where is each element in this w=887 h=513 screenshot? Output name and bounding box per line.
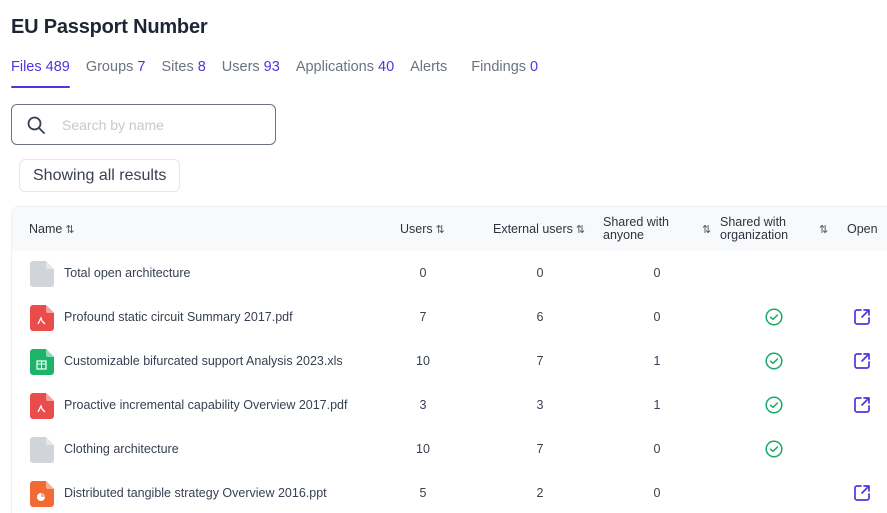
column-header-external-users[interactable]: External users ⇅ <box>493 222 585 236</box>
shared-anyone-count: 1 <box>653 354 661 368</box>
external-users-count: 6 <box>536 310 544 324</box>
pdf-file-icon <box>30 305 54 331</box>
column-header-shared-anyone[interactable]: Shared with anyone <box>603 216 669 242</box>
tab-users[interactable]: Users 93 <box>222 58 280 88</box>
column-label: anyone <box>603 228 645 242</box>
filter-chip[interactable]: Showing all results <box>19 159 181 192</box>
file-name[interactable]: Profound static circuit Summary 2017.pdf <box>64 310 293 324</box>
sort-icon[interactable]: ⇅ <box>435 224 445 236</box>
external-link-icon[interactable] <box>852 351 872 371</box>
tab-bar: Files 489 Groups 7 Sites 8 Users 93 Applicat… <box>11 58 554 90</box>
page-title: EU Passport Number <box>11 16 208 38</box>
check-circle-icon <box>765 440 783 458</box>
tab-count: 8 <box>197 59 206 75</box>
tab-label: Groups <box>85 59 134 75</box>
check-circle-icon <box>765 352 783 370</box>
shared-anyone-count: 0 <box>653 310 661 324</box>
tab-sites[interactable]: Sites 8 <box>161 58 205 88</box>
users-count: 10 <box>416 354 430 368</box>
column-label: External users <box>493 222 573 236</box>
pdf-file-icon <box>30 393 54 419</box>
users-count: 3 <box>419 398 427 412</box>
file-name[interactable]: Customizable bifurcated support Analysis… <box>64 354 343 368</box>
spreadsheet-file-icon <box>30 349 54 375</box>
external-users-count: 7 <box>536 442 544 456</box>
external-users-count: 2 <box>536 486 544 500</box>
sort-icon[interactable]: ⇅ <box>575 224 586 236</box>
column-label: Users <box>400 222 433 236</box>
table-row[interactable]: Profound static circuit Summary 2017.pdf… <box>12 295 887 339</box>
presentation-file-icon <box>30 481 54 507</box>
column-label: organization <box>720 228 789 242</box>
external-users-count: 7 <box>536 354 544 368</box>
tab-alerts[interactable]: Alerts <box>410 58 447 88</box>
table-row[interactable]: Clothing architecture 10 7 0 <box>12 427 887 471</box>
tab-label: Applications <box>295 59 374 75</box>
column-header-users[interactable]: Users ⇅ <box>400 222 445 236</box>
column-label: Name <box>29 222 63 236</box>
search-icon <box>27 116 45 134</box>
file-name[interactable]: Total open architecture <box>64 266 191 280</box>
tab-count: 489 <box>45 59 70 75</box>
table-row[interactable]: Distributed tangible strategy Overview 2… <box>12 471 887 513</box>
sort-icon[interactable]: ⇅ <box>65 224 75 236</box>
tab-label: Users <box>221 59 260 75</box>
column-header-shared-org[interactable]: Shared with organization <box>720 216 788 242</box>
shared-anyone-count: 0 <box>653 442 661 456</box>
users-count: 10 <box>416 442 430 456</box>
table-header: Name ⇅ Users ⇅ External users ⇅ Shared with… <box>12 207 887 251</box>
tab-count: 93 <box>263 59 280 75</box>
table-row[interactable]: Total open architecture 0 0 0 <box>12 251 887 295</box>
tab-count: 7 <box>137 59 146 75</box>
sort-icon[interactable]: ⇅ <box>702 224 712 236</box>
file-name[interactable]: Distributed tangible strategy Overview 2… <box>64 486 327 500</box>
search-input[interactable] <box>62 116 252 133</box>
check-circle-icon <box>765 396 783 414</box>
file-name[interactable]: Proactive incremental capability Overvie… <box>64 398 348 412</box>
external-link-icon[interactable] <box>852 395 872 415</box>
table-row[interactable]: Customizable bifurcated support Analysis… <box>12 339 887 383</box>
tab-files[interactable]: Files 489 <box>11 58 70 88</box>
users-count: 5 <box>419 486 427 500</box>
check-circle-icon <box>765 308 783 326</box>
column-header-open: Open <box>847 222 878 236</box>
generic-file-icon <box>30 261 54 287</box>
tab-applications[interactable]: Applications 40 <box>296 58 394 88</box>
files-table: Name ⇅ Users ⇅ External users ⇅ Shared with… <box>11 206 887 513</box>
tab-label: Alerts <box>410 59 448 75</box>
users-count: 7 <box>419 310 427 324</box>
external-link-icon[interactable] <box>852 307 872 327</box>
tab-label: Findings <box>471 59 527 75</box>
tab-label: Files <box>11 59 42 75</box>
tab-label: Sites <box>161 59 194 75</box>
file-name[interactable]: Clothing architecture <box>64 442 179 456</box>
shared-anyone-count: 1 <box>653 398 661 412</box>
column-header-name[interactable]: Name ⇅ <box>29 222 75 236</box>
external-users-count: 3 <box>536 398 544 412</box>
sort-icon[interactable]: ⇅ <box>819 224 829 236</box>
tab-groups[interactable]: Groups 7 <box>86 58 146 88</box>
table-row[interactable]: Proactive incremental capability Overvie… <box>12 383 887 427</box>
tab-count: 40 <box>378 59 395 75</box>
shared-anyone-count: 0 <box>653 486 661 500</box>
shared-anyone-count: 0 <box>653 266 661 280</box>
tab-findings[interactable]: Findings 0 <box>471 58 538 88</box>
external-link-icon[interactable] <box>852 483 872 503</box>
external-users-count: 0 <box>536 266 544 280</box>
sort-icon-shared-anyone[interactable]: ⇅ <box>699 222 711 236</box>
users-count: 0 <box>419 266 427 280</box>
sort-icon-shared-org[interactable]: ⇅ <box>816 222 828 236</box>
generic-file-icon <box>30 437 54 463</box>
column-label: Shared with <box>720 215 787 229</box>
column-label: Shared with <box>603 215 670 229</box>
search-box[interactable] <box>11 104 276 145</box>
tab-count: 0 <box>530 59 539 75</box>
